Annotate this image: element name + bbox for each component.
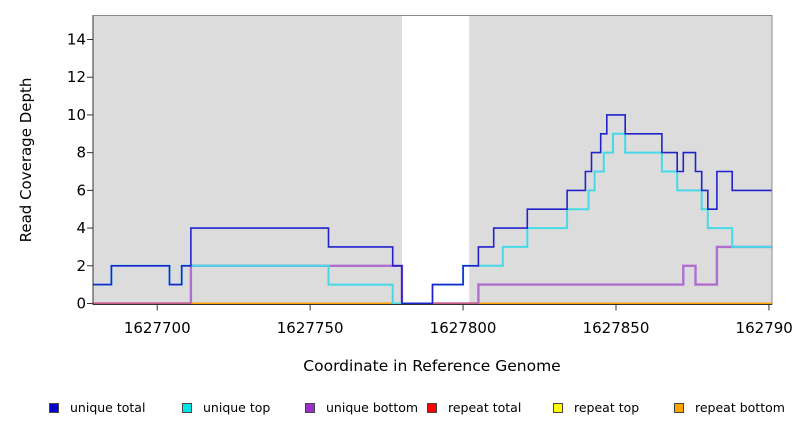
y-tick-label: 6 [76,181,86,199]
y-tick-label: 14 [67,31,86,49]
y-tick-label: 10 [67,106,86,124]
y-tick-label: 12 [67,68,86,86]
series-line-unique-top [93,132,772,305]
x-axis-title: Coordinate in Reference Genome [303,357,560,375]
x-tick-label: 1627850 [583,319,650,337]
series-line-unique-total [93,114,772,305]
y-tick-label: 8 [76,144,86,162]
y-tick-label: 0 [76,295,86,313]
y-axis-title: Read Coverage Depth [17,78,35,243]
x-tick-label: 1627800 [430,319,497,337]
y-tick-label: 4 [76,219,86,237]
axis-lines [92,15,772,305]
y-tick-label: 2 [76,257,86,275]
x-tick-label: 1627700 [124,319,191,337]
no-data-band [401,15,470,305]
x-tick-label: 1627750 [277,319,344,337]
